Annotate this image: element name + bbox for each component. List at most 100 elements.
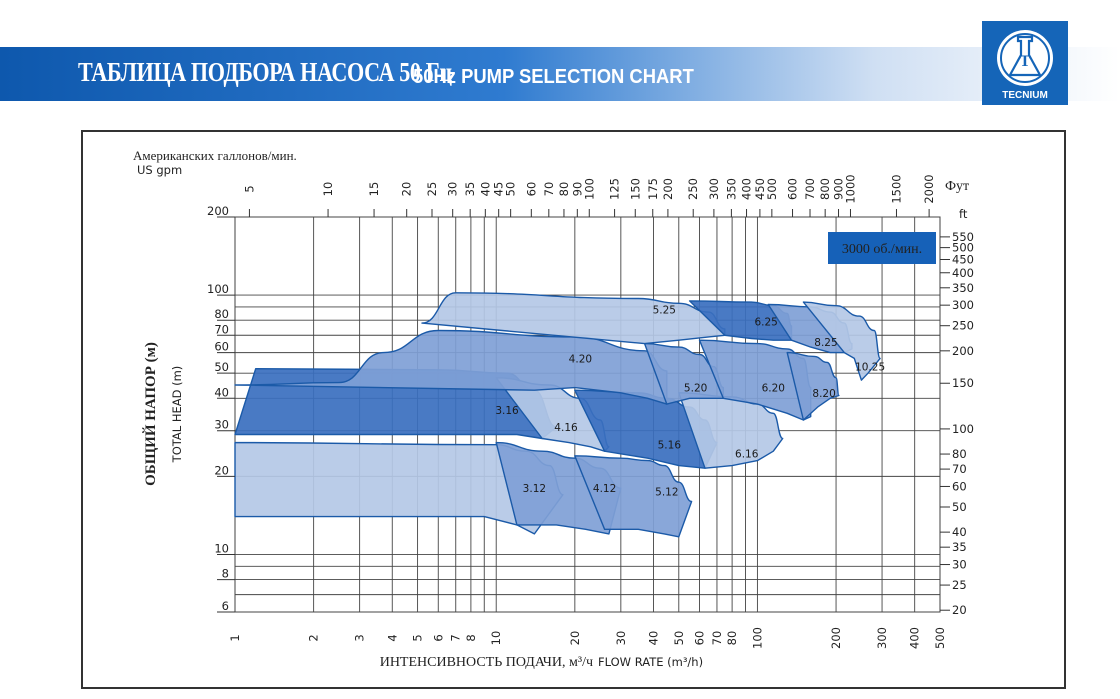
- x-tick-label: 8: [464, 634, 478, 641]
- pump-curve-8-20: [786, 351, 840, 421]
- y-tick-label: 100: [207, 282, 229, 296]
- x-axis-title-ru: ИНТЕНСИВНОСТЬ ПОДАЧИ, м³/ч: [380, 655, 593, 670]
- banner-background: [0, 47, 1120, 101]
- ft-tick-label: 100: [952, 422, 974, 436]
- chart-frame: 3.12 4.12 5.12 3.16 4.16 5.16 6.16 4.20 5.20 6.20…: [81, 130, 1066, 689]
- x-tick-label: 200: [829, 627, 843, 649]
- logo-letter: T: [1020, 53, 1031, 70]
- y-axis-title-en: TOTAL HEAD (m): [170, 366, 184, 464]
- gpm-tick-label: 25: [425, 182, 439, 197]
- gpm-tick-label: 350: [724, 178, 738, 200]
- y-tick-label: 6: [222, 599, 229, 613]
- y-tick-label: 30: [214, 418, 229, 432]
- x-tick-label: 70: [710, 631, 724, 646]
- ft-tick-label: 20: [952, 603, 967, 617]
- gpm-tick-label: 90: [570, 182, 584, 197]
- gpm-tick-label: 150: [628, 178, 642, 200]
- ft-tick-label: 30: [952, 558, 967, 572]
- curve-label-6-16: 6.16: [735, 449, 759, 461]
- x-tick-label: 40: [646, 631, 660, 646]
- gpm-axis-title-en: US gpm: [137, 163, 182, 177]
- pump-curve-10-25: [802, 301, 881, 381]
- y-tick-label: 50: [214, 360, 229, 374]
- pump-selection-chart: 3.12 4.12 5.12 3.16 4.16 5.16 6.16 4.20 5.20 6.20…: [133, 148, 974, 670]
- y-tick-label: 20: [214, 463, 229, 477]
- ft-tick-label: 80: [952, 447, 967, 461]
- x-tick-label: 5: [411, 634, 425, 641]
- speed-badge: [828, 232, 936, 264]
- x-tick-label: 100: [750, 627, 764, 649]
- ft-tick-label: 550: [952, 230, 974, 244]
- x-tick-label: 4: [385, 634, 399, 641]
- curve-label-5-12: 5.12: [655, 486, 678, 498]
- gpm-tick-label: 700: [803, 178, 817, 200]
- curve-label-6-25: 6.25: [754, 317, 777, 329]
- x-tick-label: 1: [228, 634, 242, 641]
- x-axis-title-en: FLOW RATE (m³/h): [598, 655, 703, 669]
- x-tick-label: 300: [875, 627, 889, 649]
- gpm-tick-label: 45: [492, 182, 506, 197]
- curve-label-8-20: 8.20: [812, 388, 835, 400]
- curve-label-10-25: 10.25: [855, 362, 885, 374]
- gpm-tick-label: 900: [832, 178, 846, 200]
- gpm-tick-label: 80: [557, 182, 571, 197]
- ft-tick-label: 350: [952, 281, 974, 295]
- ft-axis-title-en: ft: [959, 207, 968, 221]
- y-tick-label: 80: [214, 307, 229, 321]
- gpm-tick-label: 50: [504, 182, 518, 197]
- gpm-tick-label: 400: [740, 178, 754, 200]
- ft-tick-label: 200: [952, 344, 974, 358]
- curve-label-4-16: 4.16: [554, 422, 578, 434]
- x-tick-label: 6: [431, 634, 445, 641]
- header-banner: [0, 47, 1120, 101]
- gpm-tick-label: 2000: [922, 174, 936, 203]
- ft-tick-label: 70: [952, 462, 967, 476]
- curve-label-3-12: 3.12: [523, 483, 546, 495]
- ft-tick-label: 40: [952, 525, 967, 539]
- gpm-tick-label: 1500: [889, 174, 903, 203]
- curve-label-5-25: 5.25: [653, 304, 676, 316]
- page-title-ru: ТАБЛИЦА ПОДБОРА НАСОСА 50 Гц: [78, 57, 452, 87]
- y-tick-label: 8: [222, 567, 229, 581]
- gpm-tick-label: 30: [446, 182, 460, 197]
- gpm-tick-label: 250: [686, 178, 700, 200]
- gpm-tick-label: 20: [400, 182, 414, 197]
- x-tick-label: 2: [307, 634, 321, 641]
- ft-tick-label: 25: [952, 578, 967, 592]
- gpm-tick-label: 125: [608, 178, 622, 200]
- gpm-tick-label: 60: [524, 182, 538, 197]
- y-axis-title-ru: ОБЩИЙ НАПОР (м): [142, 342, 159, 486]
- ft-tick-label: 500: [952, 241, 974, 255]
- curve-label-6-20: 6.20: [762, 383, 785, 395]
- gpm-tick-label: 100: [582, 178, 596, 200]
- y-tick-label: 60: [214, 340, 229, 354]
- gpm-tick-label: 40: [478, 182, 492, 197]
- gpm-axis-title-ru: Американских галлонов/мин.: [133, 148, 297, 163]
- ft-tick-label: 250: [952, 319, 974, 333]
- logo-wordmark: TECNIUM: [1002, 90, 1048, 101]
- x-tick-label: 80: [725, 631, 739, 646]
- gpm-tick-label: 200: [661, 178, 675, 200]
- ft-tick-label: 450: [952, 252, 974, 266]
- gpm-tick-label: 1000: [843, 174, 857, 203]
- pump-curve-5-12: [574, 455, 693, 538]
- tecnium-logo: T TECNIUM: [982, 21, 1068, 105]
- curve-label-4-12: 4.12: [593, 483, 616, 495]
- x-tick-label: 60: [692, 631, 706, 646]
- ft-tick-label: 300: [952, 298, 974, 312]
- y-tick-label: 200: [207, 204, 229, 218]
- gpm-tick-label: 300: [707, 178, 721, 200]
- y-tick-label: 10: [214, 541, 229, 555]
- x-tick-label: 3: [353, 634, 367, 641]
- gpm-tick-label: 5: [242, 185, 256, 192]
- curve-label-8-25: 8.25: [814, 337, 837, 349]
- ft-tick-label: 150: [952, 376, 974, 390]
- x-tick-label: 400: [908, 627, 922, 649]
- gpm-tick-label: 70: [542, 182, 556, 197]
- ft-axis-title-ru: Фут: [945, 179, 969, 194]
- ft-tick-label: 60: [952, 479, 967, 493]
- x-tick-label: 10: [489, 631, 503, 646]
- curve-label-5-20: 5.20: [684, 383, 707, 395]
- gpm-tick-label: 175: [646, 178, 660, 200]
- gpm-tick-label: 600: [786, 178, 800, 200]
